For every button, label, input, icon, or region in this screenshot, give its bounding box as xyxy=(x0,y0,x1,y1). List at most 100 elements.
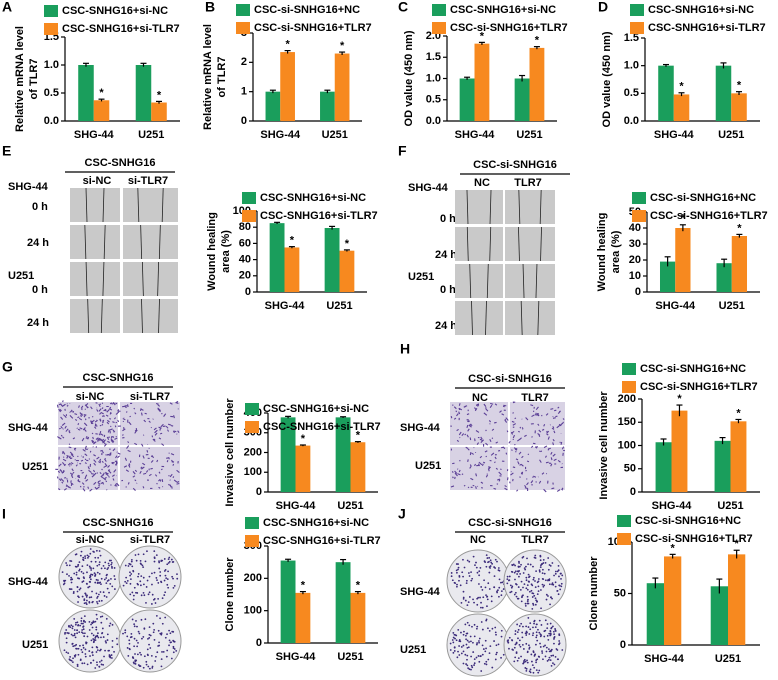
colony xyxy=(176,577,179,580)
colony xyxy=(535,634,538,637)
colony xyxy=(476,571,479,574)
significance: * xyxy=(737,80,742,92)
colony xyxy=(111,623,114,626)
bar xyxy=(295,592,311,643)
colony xyxy=(65,651,68,654)
colony xyxy=(142,583,145,586)
dish xyxy=(118,609,182,673)
colony xyxy=(101,632,104,634)
colony xyxy=(485,565,488,568)
cell xyxy=(484,450,488,453)
cell xyxy=(534,446,538,449)
colony xyxy=(458,579,460,582)
cell xyxy=(89,488,93,492)
cell xyxy=(62,451,66,455)
bar xyxy=(474,43,490,121)
colony xyxy=(522,662,525,665)
colony xyxy=(139,559,142,562)
colony xyxy=(537,628,539,631)
panel-letter: A xyxy=(2,0,12,15)
cell xyxy=(98,408,102,412)
cell xyxy=(105,414,109,417)
cell xyxy=(170,453,175,456)
error-bar xyxy=(285,415,292,419)
significance: * xyxy=(670,542,675,554)
colony xyxy=(166,583,169,586)
colony xyxy=(88,585,91,588)
colony xyxy=(126,635,129,638)
bar xyxy=(350,592,366,643)
y-tick-label: 60 xyxy=(239,237,251,249)
colony xyxy=(534,554,537,557)
cell xyxy=(63,414,67,418)
cell xyxy=(100,475,104,479)
colony xyxy=(91,651,94,653)
significance: * xyxy=(356,430,361,442)
colony xyxy=(79,587,82,590)
colony xyxy=(474,564,476,567)
colony xyxy=(92,567,95,570)
cell xyxy=(101,460,104,464)
colony xyxy=(140,563,143,566)
cell xyxy=(91,419,95,424)
wound-edge xyxy=(85,187,88,223)
cell xyxy=(81,471,84,474)
panel-letter: D xyxy=(598,0,608,15)
colony xyxy=(549,622,552,625)
colony xyxy=(532,632,535,635)
colony xyxy=(457,563,459,565)
significance: * xyxy=(736,407,741,419)
colony xyxy=(175,649,178,652)
colony xyxy=(91,646,94,649)
cell xyxy=(166,457,170,459)
colony xyxy=(527,602,530,605)
colony xyxy=(467,646,470,649)
colony xyxy=(94,667,97,669)
colony xyxy=(556,590,559,592)
bar xyxy=(710,586,728,645)
colony xyxy=(137,575,139,578)
colony xyxy=(122,584,125,587)
colony xyxy=(136,653,139,656)
micrograph xyxy=(70,225,120,259)
colony xyxy=(553,574,555,577)
colony xyxy=(460,631,462,634)
colony xyxy=(90,623,92,626)
column-label: si-TLR7 xyxy=(128,175,168,187)
cell xyxy=(101,438,105,442)
cell xyxy=(70,462,74,465)
colony xyxy=(481,606,484,609)
colony xyxy=(463,630,465,633)
colony xyxy=(525,634,528,636)
colony xyxy=(470,668,472,671)
cell xyxy=(479,438,483,441)
cell xyxy=(98,403,101,408)
colony xyxy=(88,576,91,579)
cell xyxy=(77,479,81,483)
colony xyxy=(457,568,459,571)
colony xyxy=(160,580,162,583)
cell xyxy=(70,453,75,458)
colony xyxy=(482,596,485,599)
cell xyxy=(531,436,533,438)
colony xyxy=(489,645,492,647)
cell xyxy=(87,466,90,470)
cell xyxy=(556,425,561,429)
colony xyxy=(471,625,473,628)
colony xyxy=(497,643,500,646)
colony xyxy=(66,573,68,576)
colony xyxy=(541,568,544,571)
cell xyxy=(504,487,508,491)
colony xyxy=(558,640,561,642)
colony xyxy=(88,601,91,603)
row-label: SHG-44 xyxy=(8,576,49,588)
colony xyxy=(463,566,466,569)
colony xyxy=(80,617,83,620)
colony xyxy=(146,550,148,553)
colony xyxy=(476,625,479,628)
colony xyxy=(109,655,112,658)
colony xyxy=(527,617,530,619)
colony xyxy=(72,657,74,660)
colony xyxy=(106,587,109,590)
legend-label: CSC-si-SNHG16+NC xyxy=(650,192,756,204)
